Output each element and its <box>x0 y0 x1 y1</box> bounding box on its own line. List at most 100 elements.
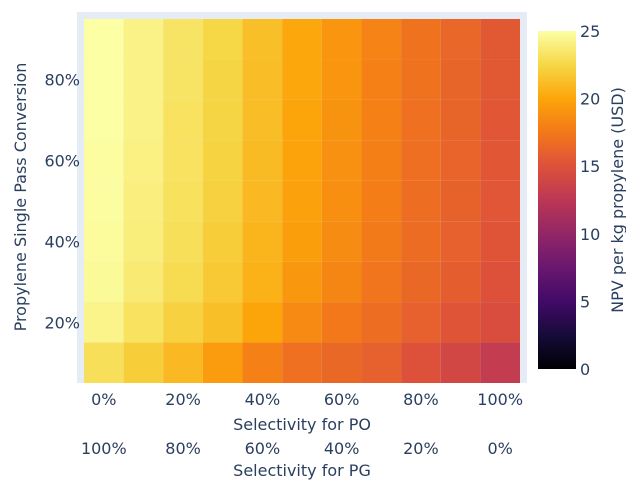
heatmap-cell <box>401 180 441 222</box>
heatmap-cell <box>123 99 164 141</box>
x2-tick-label: 40% <box>324 439 360 458</box>
heatmap-cell <box>480 261 520 303</box>
x2-axis-title: Selectivity for PG <box>233 461 371 480</box>
heatmap-cell <box>361 302 402 343</box>
x2-tick-label: 100% <box>81 439 127 458</box>
heatmap-cell <box>123 59 164 100</box>
heatmap-cell <box>202 221 243 262</box>
heatmap-cell <box>202 342 243 383</box>
heatmap-cell <box>321 342 362 383</box>
heatmap-cell <box>440 302 481 343</box>
heatmap-cell <box>401 19 441 60</box>
heatmap-cell <box>480 99 520 141</box>
colorbar-tick-label: 15 <box>580 157 600 176</box>
heatmap-cell <box>440 99 481 141</box>
heatmap-cell <box>361 342 402 383</box>
heatmap-cell <box>361 261 402 303</box>
x-tick-label: 20% <box>165 390 201 409</box>
heatmap-cell <box>321 180 362 222</box>
y-axis-ticks: 20% 40% 60% 80% <box>44 71 80 333</box>
heatmap-cell <box>401 99 441 141</box>
x-tick-label: 80% <box>403 390 439 409</box>
heatmap-cell <box>84 180 124 222</box>
heatmap-cell <box>202 261 243 303</box>
heatmap-cells <box>84 19 520 383</box>
heatmap-cell <box>163 221 203 262</box>
heatmap-cell <box>163 19 203 60</box>
heatmap-cell <box>282 261 322 303</box>
x-tick-label: 60% <box>324 390 360 409</box>
heatmap-cell <box>282 302 322 343</box>
heatmap-cell <box>202 59 243 100</box>
x-axis-title: Selectivity for PO <box>233 415 371 434</box>
heatmap-cell <box>361 221 402 262</box>
heatmap-cell <box>321 302 362 343</box>
heatmap-cell <box>84 59 124 100</box>
heatmap-cell <box>242 140 283 181</box>
x2-axis-ticks: 100% 80% 60% 40% 20% 0% <box>81 439 513 458</box>
y-tick-label: 20% <box>44 313 80 332</box>
heatmap-cell <box>84 342 124 383</box>
heatmap-cell <box>401 59 441 100</box>
heatmap-cell <box>282 221 322 262</box>
heatmap-cell <box>480 180 520 222</box>
heatmap-cell <box>361 140 402 181</box>
heatmap-cell <box>163 302 203 343</box>
heatmap-cell <box>440 59 481 100</box>
x2-tick-label: 60% <box>245 439 281 458</box>
heatmap-cell <box>242 59 283 100</box>
x-tick-label: 40% <box>245 390 281 409</box>
heatmap-cell <box>401 140 441 181</box>
heatmap-cell <box>163 140 203 181</box>
heatmap-cell <box>84 19 124 60</box>
heatmap-cell <box>123 19 164 60</box>
heatmap-cell <box>361 19 402 60</box>
heatmap-cell <box>282 342 322 383</box>
heatmap-cell <box>480 302 520 343</box>
heatmap-cell <box>123 221 164 262</box>
colorbar-title: NPV per kg propylene (USD) <box>608 87 626 313</box>
heatmap-cell <box>480 59 520 100</box>
heatmap-cell <box>84 140 124 181</box>
colorbar-tick-label: 25 <box>580 22 600 41</box>
y-axis-title: Propylene Single Pass Conversion <box>11 63 30 332</box>
heatmap-cell <box>123 261 164 303</box>
heatmap-cell <box>361 180 402 222</box>
colorbar-tick-label: 5 <box>580 292 590 311</box>
heatmap-cell <box>480 140 520 181</box>
heatmap-cell <box>401 221 441 262</box>
x2-tick-label: 80% <box>165 439 201 458</box>
heatmap-cell <box>242 180 283 222</box>
heatmap-cell <box>440 221 481 262</box>
colorbar-tick-label: 10 <box>580 225 600 244</box>
heatmap-cell <box>401 261 441 303</box>
heatmap-cell <box>282 59 322 100</box>
colorbar-ticks: 0 5 10 15 20 25 <box>580 22 600 379</box>
heatmap-cell <box>401 342 441 383</box>
heatmap-cell <box>401 302 441 343</box>
heatmap-cell <box>163 99 203 141</box>
x-tick-label: 100% <box>477 390 523 409</box>
colorbar-tick-label: 0 <box>580 360 590 379</box>
heatmap-cell <box>242 302 283 343</box>
y-tick-label: 60% <box>44 152 80 171</box>
y-tick-label: 80% <box>44 71 80 90</box>
heatmap-cell <box>440 261 481 303</box>
heatmap-cell <box>123 140 164 181</box>
heatmap-cell <box>361 99 402 141</box>
heatmap-cell <box>321 221 362 262</box>
x-axis-ticks: 0% 20% 40% 60% 80% 100% <box>91 390 523 409</box>
colorbar <box>538 31 576 369</box>
heatmap-cell <box>202 302 243 343</box>
heatmap-cell <box>163 59 203 100</box>
heatmap-cell <box>440 140 481 181</box>
heatmap-cell <box>202 99 243 141</box>
heatmap-cell <box>163 261 203 303</box>
heatmap-cell <box>242 19 283 60</box>
x2-tick-label: 0% <box>487 439 512 458</box>
colorbar-tick-label: 20 <box>580 90 600 109</box>
x2-tick-label: 20% <box>403 439 439 458</box>
heatmap-cell <box>480 342 520 383</box>
heatmap-cell <box>321 59 362 100</box>
heatmap-cell <box>282 180 322 222</box>
